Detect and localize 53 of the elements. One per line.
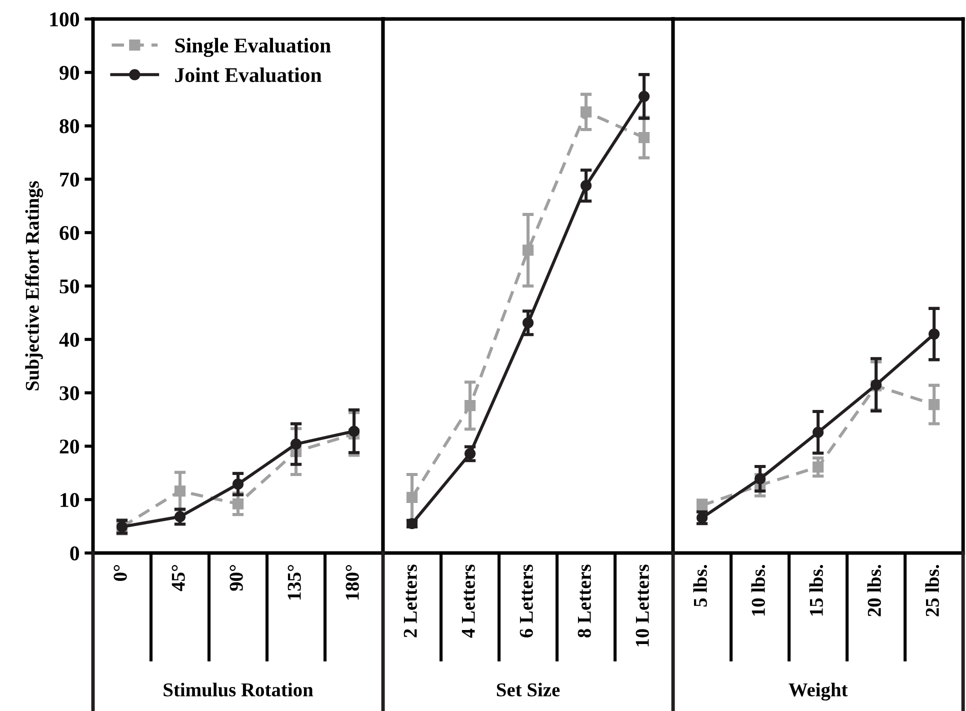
x-tick-label: 90° [230,565,243,591]
point [464,448,476,460]
x-tick-label: 25 lbs. [925,564,940,616]
x-tick-label: 180° [346,565,359,600]
point [464,400,476,412]
point [754,473,766,484]
x-tick-label: 10 lbs. [751,564,766,616]
x-tick-label: 6 Letters [520,564,533,638]
point [812,426,824,438]
point [638,132,650,144]
y-tick-label: 30 [60,386,80,400]
point [174,511,186,522]
legend-label: Single Evaluation [175,38,331,57]
legend-label: Joint Evaluation [175,67,322,82]
point [522,317,534,328]
y-tick-label: 0 [70,546,80,560]
point [928,398,940,410]
y-tick-label: 80 [60,119,80,134]
x-tick-label: 45° [172,565,185,592]
x-tick-label: 135° [288,565,301,600]
x-tick-label: 5 lbs. [693,564,708,607]
point [696,512,708,524]
y-tick-label: 20 [60,440,80,454]
y-tick-label: 60 [60,226,80,240]
point [638,90,650,102]
x-tick-label: 0° [114,565,127,581]
point [348,426,360,437]
point [580,106,592,118]
x-tick-label: 15 lbs. [809,564,824,616]
x-tick-label: 20 lbs. [867,564,882,616]
y-tick-label: 10 [60,492,80,508]
point [522,244,534,256]
x-axis-title: Stimulus Rotation [164,682,314,696]
x-tick-label: 4 Letters [462,564,475,638]
x-axis-title: Weight [788,682,848,701]
point [232,478,244,490]
x-axis-title: Set Size [496,682,560,696]
x-tick-label: 8 Letters [578,564,591,638]
x-tick-label: 10 Letters [636,564,649,646]
y-axis-title: Subjective Effort Ratings [25,181,43,390]
point [290,438,302,450]
y-tick-label: 40 [59,332,80,347]
point [406,492,418,504]
point [580,180,592,192]
y-tick-label: 70 [60,172,80,187]
y-tick-label: 90 [60,66,80,80]
y-tick-label: 50 [60,279,80,294]
point [812,461,824,473]
point [174,486,186,497]
x-tick-label: 2 Letters [404,564,417,638]
point [232,498,244,510]
y-tick-label: 100 [50,12,80,26]
point [928,328,940,340]
